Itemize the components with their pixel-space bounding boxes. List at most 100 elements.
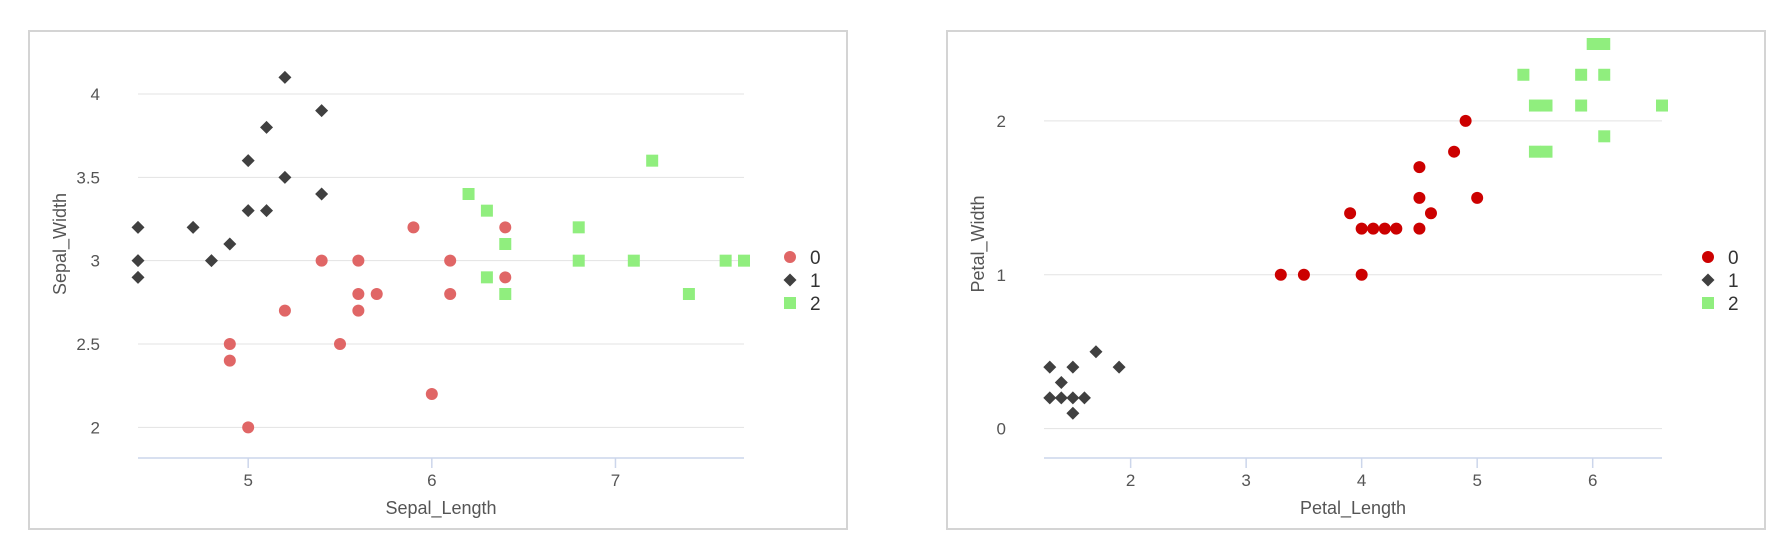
data-point-series-1 (241, 204, 255, 218)
data-point-series-0 (1390, 222, 1403, 235)
data-point-series-0 (1413, 222, 1426, 235)
legend-label: 1 (810, 271, 821, 292)
data-point-series-0 (1378, 222, 1391, 235)
data-point-series-0 (407, 221, 420, 234)
data-point-series-1 (260, 120, 274, 134)
data-point-series-1 (1054, 391, 1068, 405)
data-point-series-0 (352, 288, 365, 300)
data-point-series-2 (572, 254, 585, 267)
data-point-series-1 (1054, 375, 1068, 389)
data-point-series-0 (352, 304, 365, 317)
data-point-series-0 (1274, 268, 1287, 281)
y-tick-label: 3.5 (76, 168, 100, 187)
legend-item-0[interactable]: 0 (1702, 248, 1739, 269)
x-tick-label: 4 (1357, 471, 1366, 490)
y-tick-label: 4 (91, 85, 100, 104)
data-point-series-1 (1043, 391, 1057, 405)
data-point-series-2 (1540, 145, 1553, 158)
data-point-series-2 (1575, 68, 1588, 81)
data-point-series-0 (352, 254, 365, 267)
data-point-series-0 (223, 354, 236, 367)
data-point-series-2 (499, 238, 512, 250)
x-tick-label: 6 (427, 471, 436, 490)
data-point-series-2 (627, 254, 640, 267)
legend-label: 0 (810, 248, 821, 269)
data-point-series-0 (1413, 191, 1426, 204)
data-point-series-2 (1598, 68, 1611, 81)
y-tick-label: 2.5 (76, 335, 100, 354)
data-point-series-2 (1528, 145, 1541, 158)
y-tick-label: 1 (997, 266, 1006, 285)
data-point-series-2 (682, 288, 695, 300)
petal-scatter-chart: 0 1 2 2 3 4 5 6 Petal_Length Petal_Width 0 1 2 (946, 30, 1766, 530)
data-point-series-2 (1656, 99, 1668, 112)
data-point-series-1 (1077, 391, 1091, 405)
data-point-series-0 (1355, 222, 1368, 235)
data-point-series-0 (1424, 207, 1437, 220)
legend-marker-0 (1702, 251, 1714, 263)
data-point-series-2 (1598, 130, 1611, 143)
data-point-series-0 (1344, 207, 1357, 220)
data-point-series-1 (1089, 345, 1103, 359)
data-point-series-0 (1413, 161, 1426, 174)
sepal-scatter-chart: 2 2.5 3 3.5 4 5 6 7 Sepal_Length Sepal_Width 0 1 2 (28, 30, 848, 530)
legend-label: 2 (1728, 294, 1739, 315)
data-point-series-2 (646, 154, 659, 167)
data-point-series-0 (1471, 191, 1484, 204)
data-point-series-0 (1297, 268, 1310, 281)
data-point-series-2 (1586, 38, 1599, 50)
data-point-series-2 (462, 188, 475, 200)
y-tick-label: 2 (91, 418, 100, 437)
data-point-series-1 (223, 237, 237, 251)
data-point-series-2 (480, 271, 493, 284)
data-point-series-0 (242, 421, 255, 434)
data-point-series-0 (1355, 268, 1368, 281)
x-axis-title: Petal_Length (1300, 498, 1406, 519)
y-axis-title: Sepal_Width (50, 193, 71, 295)
legend-marker-2 (1702, 297, 1714, 309)
data-point-series-2 (719, 254, 732, 267)
data-point-series-1 (1066, 360, 1080, 374)
data-point-series-0 (315, 254, 328, 267)
y-tick-label: 3 (91, 252, 100, 271)
data-point-series-1 (241, 154, 255, 168)
data-point-series-0 (499, 271, 512, 284)
legend-item-2[interactable]: 2 (1702, 294, 1739, 315)
data-point-series-2 (1528, 99, 1541, 112)
data-point-series-2 (572, 221, 585, 234)
x-tick-label: 3 (1241, 471, 1250, 490)
legend-item-1[interactable]: 1 (783, 271, 821, 292)
legend-label: 0 (1728, 248, 1739, 269)
data-point-series-0 (334, 338, 346, 350)
legend-label: 2 (810, 294, 821, 315)
legend-item-0[interactable]: 0 (784, 248, 821, 269)
data-point-series-1 (1043, 360, 1057, 374)
x-axis-title: Sepal_Length (385, 498, 496, 519)
data-point-series-2 (1517, 68, 1530, 81)
legend-label: 1 (1728, 271, 1739, 292)
data-point-series-1 (315, 104, 329, 118)
legend-marker-2 (784, 297, 796, 309)
legend-item-1[interactable]: 1 (1701, 271, 1739, 292)
data-point-series-1 (260, 204, 274, 218)
data-point-series-2 (480, 204, 493, 217)
data-point-series-0 (444, 288, 457, 300)
x-tick-label: 5 (243, 471, 252, 490)
data-point-series-2 (499, 288, 512, 300)
data-point-series-1 (131, 270, 145, 284)
data-point-series-0 (1448, 145, 1461, 158)
data-point-series-1 (278, 70, 292, 84)
data-point-series-2 (1598, 38, 1611, 50)
data-point-series-0 (223, 338, 236, 350)
legend-item-2[interactable]: 2 (784, 294, 821, 315)
legend-marker-1 (1701, 273, 1715, 287)
data-point-series-1 (204, 254, 218, 268)
data-point-series-0 (278, 304, 291, 317)
x-tick-label: 5 (1472, 471, 1481, 490)
data-point-series-2 (1540, 99, 1553, 112)
legend-marker-1 (783, 273, 797, 287)
data-point-series-1 (186, 220, 200, 234)
y-tick-label: 0 (997, 420, 1006, 439)
